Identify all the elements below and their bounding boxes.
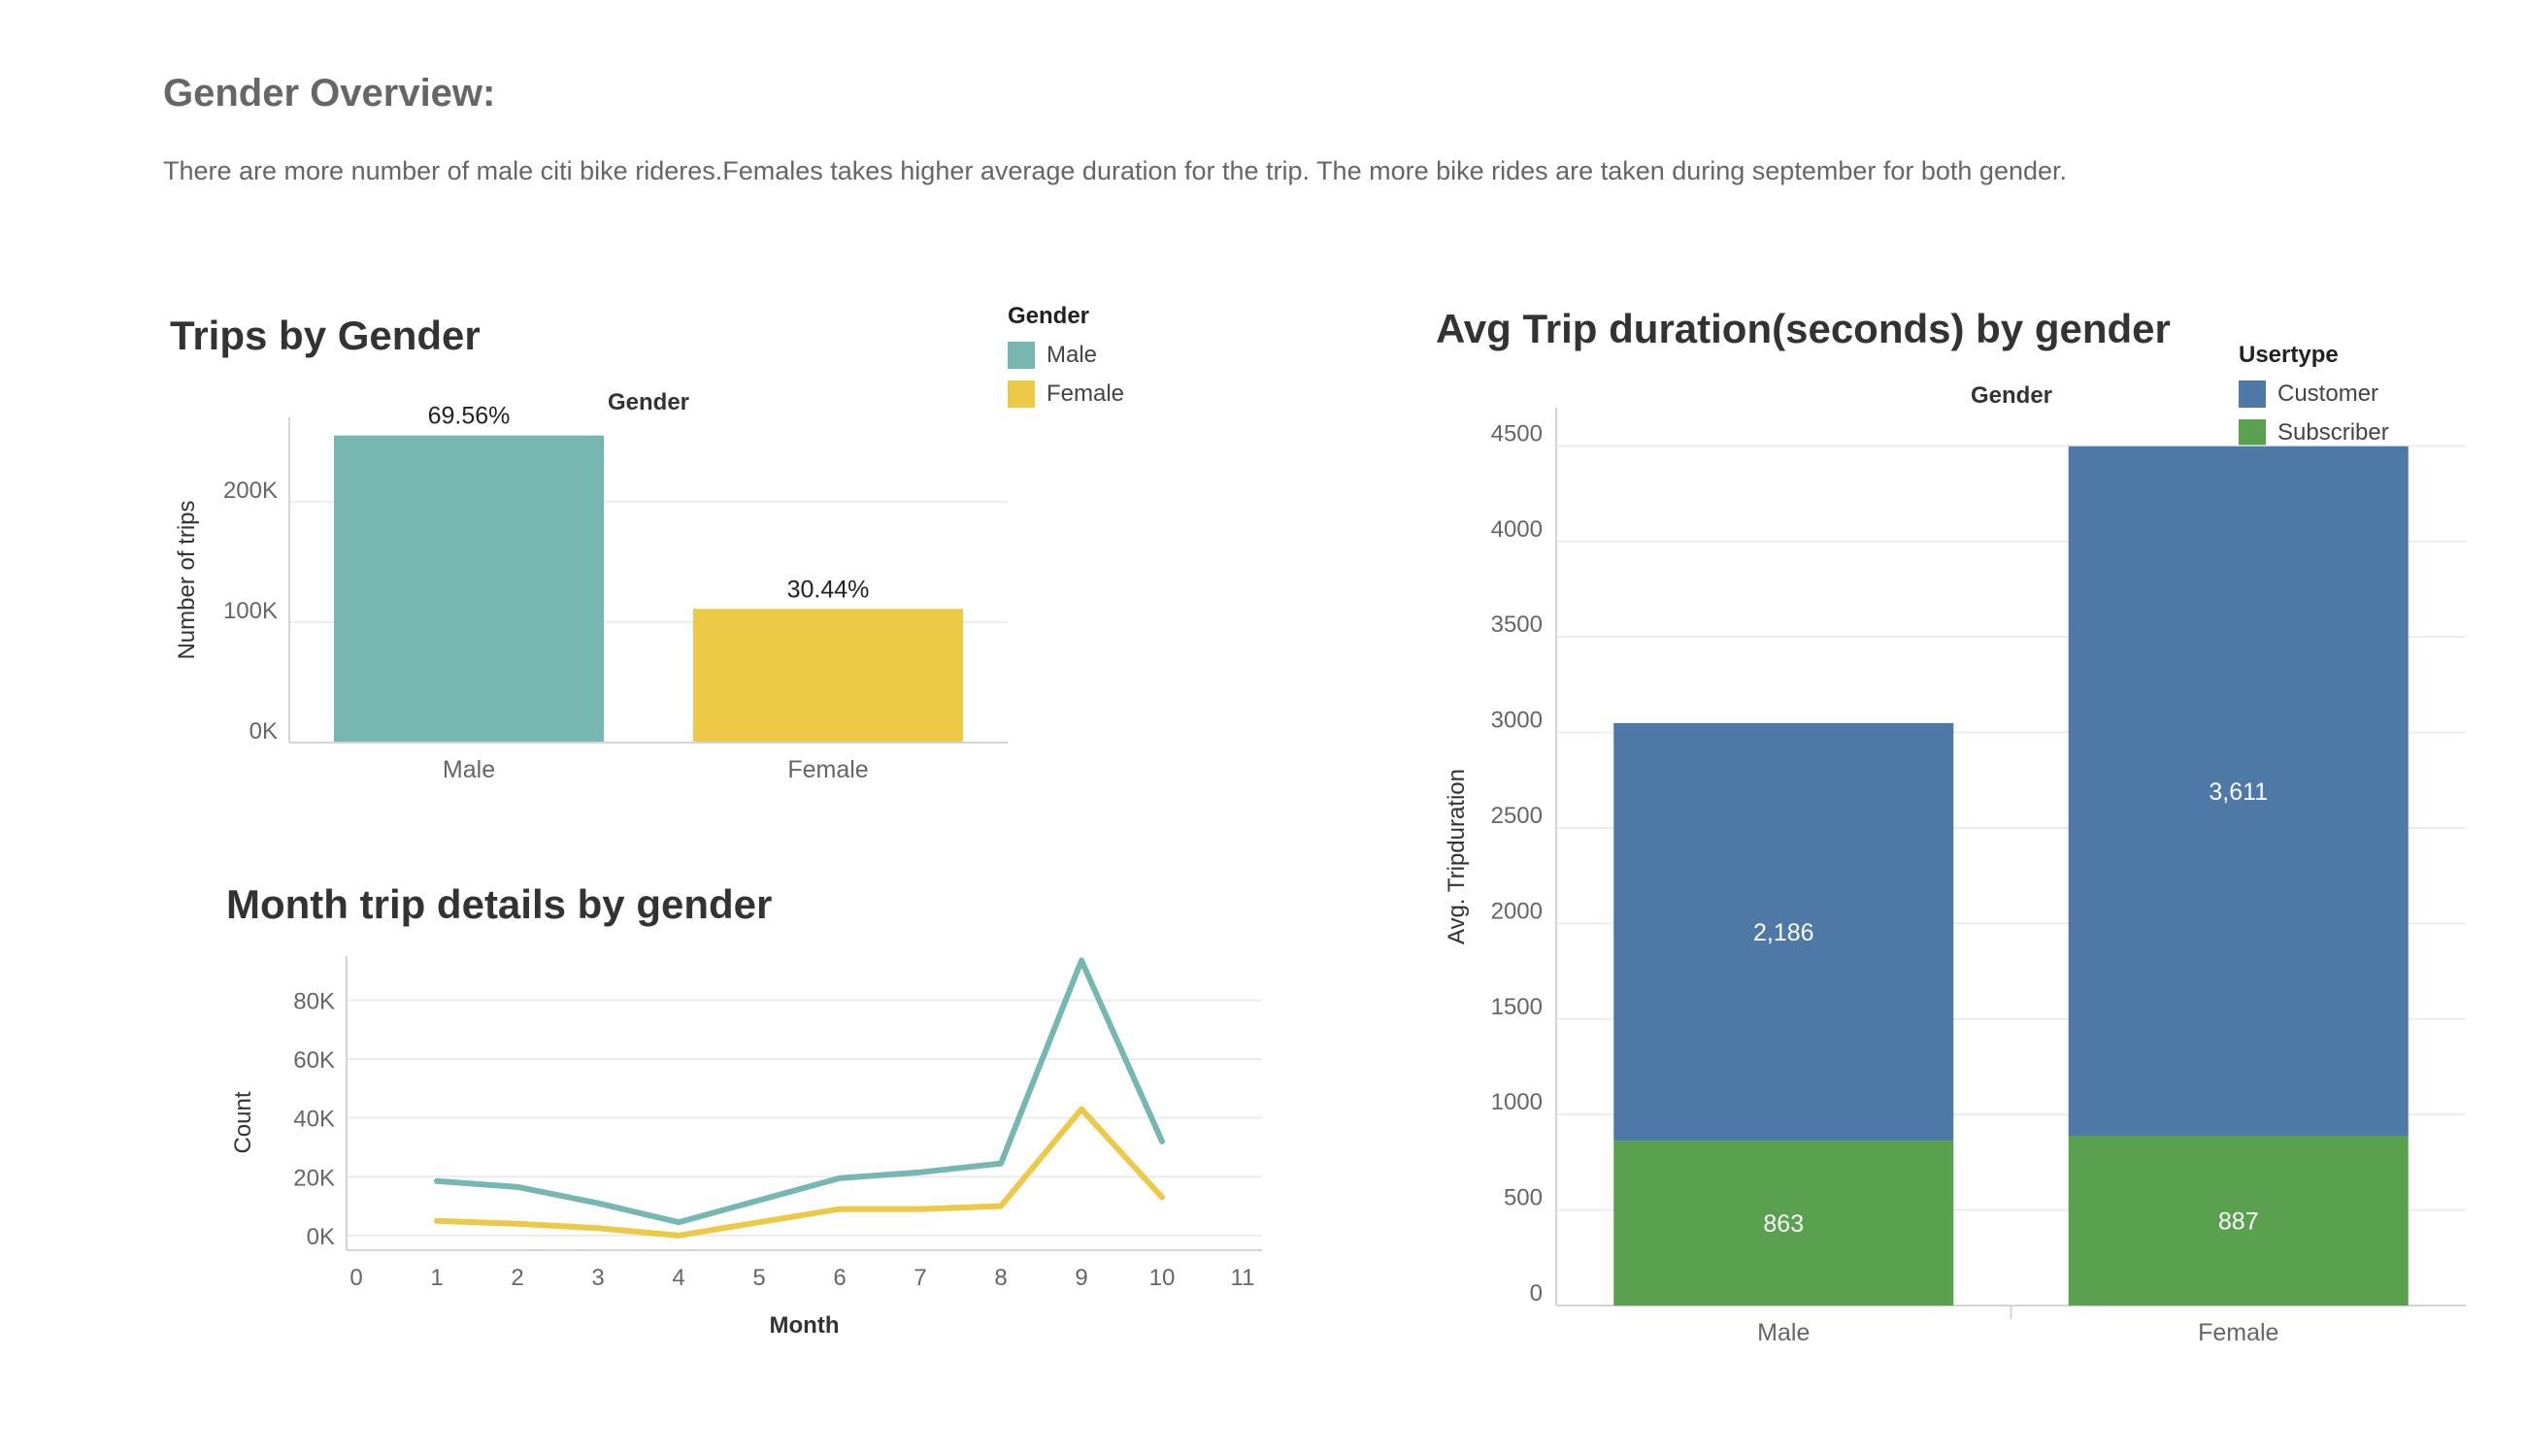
line-series-male (434, 957, 1165, 1226)
y-tick-label: 2000 (1491, 898, 1543, 924)
y-tick-label: 60K (293, 1047, 335, 1074)
x-tick-label: 4 (672, 1265, 684, 1291)
month-trip-title: Month trip details by gender (226, 881, 773, 927)
y-tick-label: 20K (293, 1165, 335, 1191)
y-axis-title: Number of trips (174, 500, 200, 659)
y-tick-label: 4000 (1491, 516, 1543, 543)
x-tick-label: 2 (511, 1265, 523, 1291)
y-tick-label: 0 (1530, 1280, 1543, 1307)
bar-label: 30.44% (787, 576, 870, 603)
y-tick-label: 1000 (1491, 1089, 1543, 1115)
x-tick-label: 8 (994, 1265, 1007, 1291)
y-tick-label: 2500 (1491, 803, 1543, 829)
page-heading: Gender Overview: (163, 72, 496, 115)
bar-male (334, 435, 604, 743)
y-tick-label: 100K (223, 598, 278, 624)
bar-value-label: 2,186 (1753, 919, 1814, 946)
x-tick-label: Male (1757, 1319, 1810, 1346)
x-tick-label: 6 (833, 1265, 846, 1291)
x-tick-label: 9 (1075, 1265, 1087, 1291)
legend-item-female[interactable]: Female (1008, 375, 1124, 414)
legend-label-female: Female (1047, 381, 1125, 407)
trips-by-gender-title: Trips by Gender (170, 313, 481, 358)
bar-label: 69.56% (428, 403, 511, 430)
bar-male-customer (1613, 722, 1954, 1142)
x-tick-label: 5 (752, 1265, 765, 1291)
bar-value-label: 887 (2218, 1208, 2259, 1236)
y-tick-label: 0K (307, 1224, 335, 1250)
legend-label-male: Male (1047, 342, 1098, 368)
bar-value-label: 863 (1763, 1210, 1804, 1238)
bar-female-customer (2068, 446, 2409, 1137)
gender-header: Gender (1971, 382, 2052, 409)
bar-female-subscriber (2068, 1136, 2409, 1306)
gender-legend[interactable]: Gender Male Female (1008, 303, 1124, 414)
y-tick-label: 3500 (1491, 612, 1543, 638)
bar-value-label: 3,611 (2209, 778, 2268, 806)
x-tick-label: 3 (591, 1265, 604, 1291)
x-tick-label: Female (787, 756, 868, 783)
page-description: There are more number of male citi bike … (163, 156, 2068, 185)
y-tick-label: 4500 (1491, 420, 1543, 447)
x-tick-label: 10 (1149, 1265, 1176, 1291)
y-tick-label: 80K (293, 988, 335, 1014)
y-tick-label: 40K (293, 1107, 335, 1133)
male-swatch (1008, 342, 1035, 369)
y-tick-label: 0K (249, 718, 278, 745)
legend-item-male[interactable]: Male (1008, 336, 1124, 375)
x-tick-label: 1 (430, 1265, 443, 1291)
y-tick-label: 500 (1504, 1185, 1543, 1211)
x-tick-label: 7 (914, 1265, 926, 1291)
legend-item-customer[interactable]: Customer (2239, 375, 2389, 414)
y-axis-title: Avg. Tripduration (1444, 769, 1470, 944)
bar-female (693, 609, 963, 743)
x-tick-label: 11 (1231, 1265, 1255, 1291)
legend-item-subscriber[interactable]: Subscriber (2239, 414, 2389, 452)
usertype-legend[interactable]: Usertype Customer Subscriber (2239, 342, 2389, 452)
x-tick-label: Male (443, 756, 495, 783)
female-swatch (1008, 381, 1035, 408)
avg-trip-duration-title: Avg Trip duration(seconds) by gender (1436, 306, 2171, 351)
legend-label-customer: Customer (2277, 381, 2379, 407)
gender-header: Gender (608, 389, 689, 415)
usertype-legend-title: Usertype (2239, 342, 2339, 368)
line-series-female (434, 1106, 1165, 1239)
x-tick-label: Female (2198, 1319, 2278, 1346)
x-tick-label: 0 (349, 1265, 362, 1291)
y-tick-label: 3000 (1491, 708, 1543, 734)
subscriber-swatch (2239, 419, 2266, 447)
gender-legend-title: Gender (1008, 303, 1090, 329)
y-tick-label: 1500 (1491, 994, 1543, 1020)
customer-swatch (2239, 381, 2266, 408)
y-axis-title: Count (230, 1091, 256, 1153)
bar-male-subscriber (1613, 1141, 1954, 1306)
legend-label-subscriber: Subscriber (2277, 419, 2389, 446)
x-axis-title: Month (770, 1312, 840, 1339)
y-tick-label: 200K (223, 478, 278, 504)
